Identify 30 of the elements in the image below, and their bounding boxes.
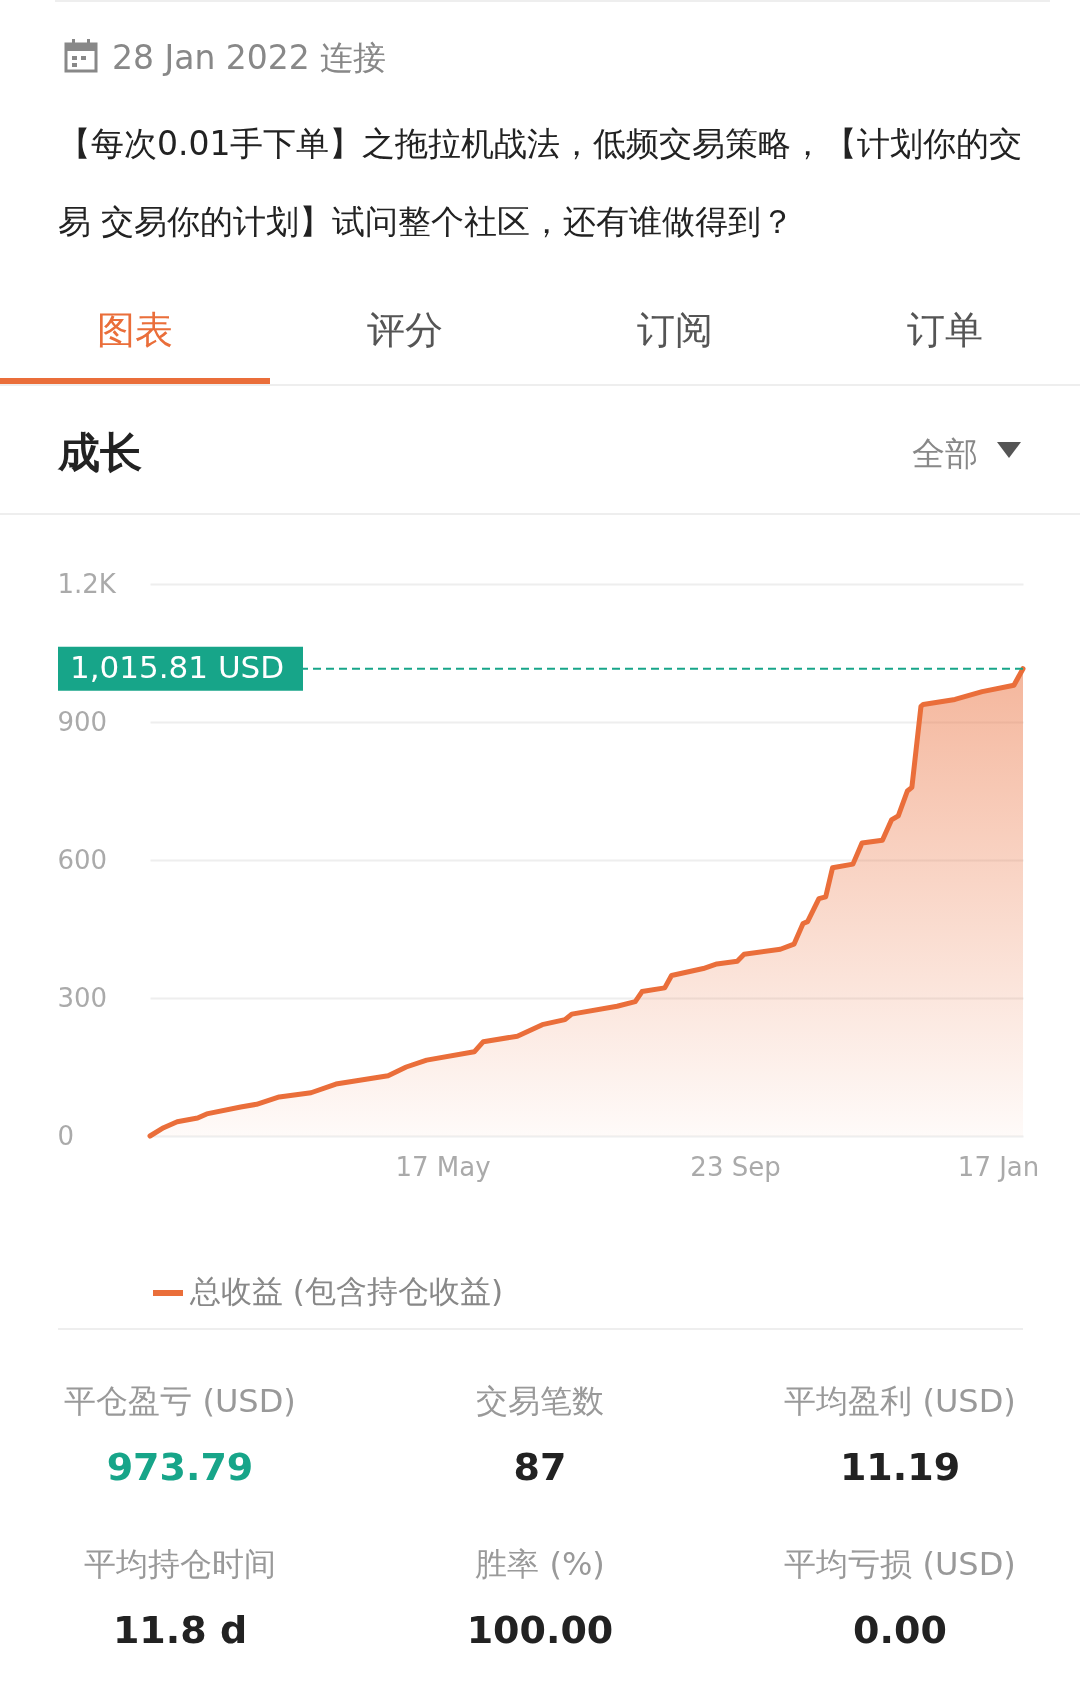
text: 胜率 (%): [474, 1544, 606, 1585]
text: 11.19: [838, 1445, 962, 1489]
text: 平均盈利 (USD): [783, 1381, 1017, 1422]
text: 100.00: [465, 1608, 615, 1652]
text: 交易笔数: [475, 1381, 605, 1422]
ref-line-label: 1,015.81 USD: [70, 648, 285, 685]
x-tick-label: 23 Sep: [690, 1151, 781, 1182]
text: 11.8 d: [111, 1608, 249, 1652]
text: 平均亏损 (USD): [783, 1544, 1017, 1585]
text: 平均持仓时间: [83, 1544, 277, 1585]
y-tick-label: 300: [57, 982, 108, 1013]
legend-label: 总收益 (包含持仓收益): [189, 1273, 504, 1309]
x-tick-label: 17 Jan: [957, 1151, 1040, 1182]
text: 平仓盈亏 (USD): [63, 1381, 297, 1422]
text: 0.00: [852, 1608, 948, 1652]
text: 评分: [366, 307, 444, 354]
text: 973.79: [105, 1445, 255, 1489]
text: 28 Jan 2022 连接: [112, 37, 387, 79]
text: 87: [512, 1445, 568, 1489]
chart-subtitle: 【每次0.01手下单】之拖拉机战法，低频交易策略，【计划你的交易 交易你的计划】试问整个社区，还有谁做得到？: [58, 123, 1024, 243]
y-tick-label: 0: [57, 1120, 75, 1151]
x-tick-label: 17 May: [395, 1151, 491, 1182]
text: 订阅: [636, 307, 714, 354]
text: 订单: [906, 307, 984, 354]
chart-title: 成长: [58, 427, 142, 479]
y-tick-label: 600: [57, 844, 108, 875]
text: 图表: [96, 307, 174, 354]
text: 全部: [912, 433, 978, 475]
y-tick-label: 900: [57, 706, 108, 737]
y-tick-label: 1.2K: [57, 568, 117, 599]
